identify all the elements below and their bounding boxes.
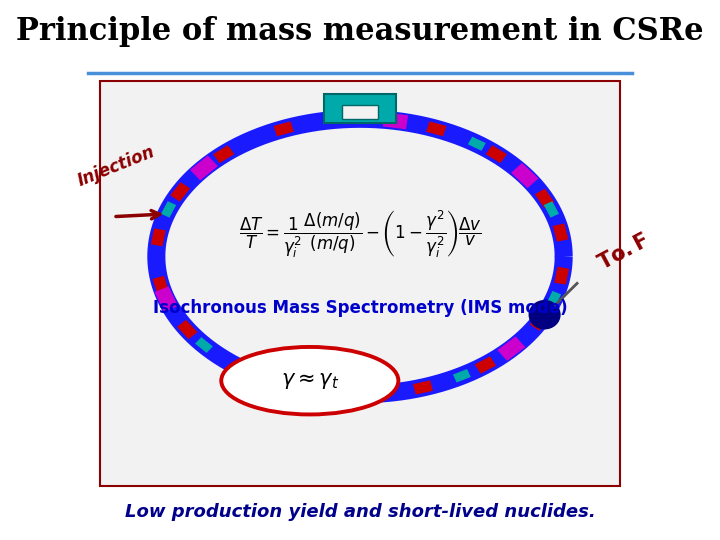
Polygon shape <box>170 182 190 201</box>
Polygon shape <box>366 389 390 398</box>
Polygon shape <box>544 201 559 218</box>
Polygon shape <box>352 114 368 123</box>
Polygon shape <box>366 115 390 124</box>
Polygon shape <box>474 356 496 374</box>
Polygon shape <box>330 115 354 124</box>
FancyBboxPatch shape <box>100 81 620 486</box>
Polygon shape <box>177 320 197 339</box>
FancyBboxPatch shape <box>342 105 378 119</box>
Text: Injection: Injection <box>75 142 158 190</box>
Polygon shape <box>153 276 169 294</box>
Text: $\mathbf{To.F}$: $\mathbf{To.F}$ <box>595 231 653 274</box>
Polygon shape <box>264 372 291 393</box>
FancyBboxPatch shape <box>324 94 396 123</box>
Polygon shape <box>498 336 526 361</box>
Text: Isochronous Mass Spectrometry (IMS mode): Isochronous Mass Spectrometry (IMS mode) <box>153 299 567 317</box>
Polygon shape <box>468 137 486 151</box>
Polygon shape <box>274 122 294 136</box>
Polygon shape <box>426 122 446 136</box>
Polygon shape <box>308 384 328 398</box>
Polygon shape <box>453 369 471 382</box>
Polygon shape <box>195 337 213 353</box>
Polygon shape <box>535 188 554 208</box>
Polygon shape <box>151 228 166 246</box>
Polygon shape <box>554 267 569 285</box>
Polygon shape <box>553 224 568 242</box>
Polygon shape <box>413 380 433 395</box>
Text: $\dfrac{\Delta T}{T} = \dfrac{1}{\gamma_i^2} \dfrac{\Delta(m/q)}{(m/q)} - \left(: $\dfrac{\Delta T}{T} = \dfrac{1}{\gamma_… <box>239 210 481 260</box>
Text: Principle of mass measurement in CSRe: Principle of mass measurement in CSRe <box>16 16 704 47</box>
Ellipse shape <box>221 347 398 415</box>
Polygon shape <box>530 312 550 331</box>
Polygon shape <box>190 156 218 180</box>
Text: $\gamma \approx \gamma_t$: $\gamma \approx \gamma_t$ <box>281 370 339 391</box>
Polygon shape <box>161 201 176 218</box>
Polygon shape <box>511 163 539 188</box>
Polygon shape <box>155 286 178 312</box>
Ellipse shape <box>173 131 547 382</box>
Polygon shape <box>382 112 408 129</box>
Polygon shape <box>486 145 507 163</box>
Text: Low production yield and short-lived nuclides.: Low production yield and short-lived nuc… <box>125 503 595 521</box>
Circle shape <box>529 301 560 329</box>
Polygon shape <box>546 291 561 307</box>
Polygon shape <box>359 390 375 399</box>
Polygon shape <box>241 365 263 382</box>
Polygon shape <box>330 389 354 398</box>
Polygon shape <box>213 145 234 163</box>
